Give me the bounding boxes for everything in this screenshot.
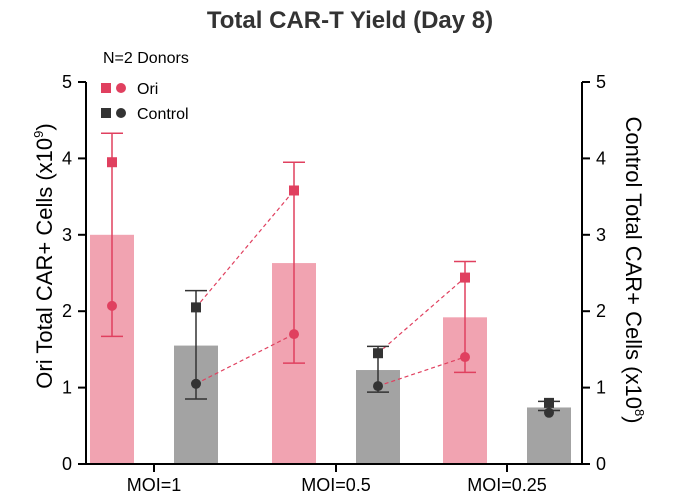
right-tick-label: 0 [596, 454, 606, 474]
left-tick-label: 0 [62, 454, 72, 474]
donor-markers-layer [107, 157, 554, 418]
control-donor-circle-marker [544, 407, 554, 418]
left-tick-label: 2 [62, 301, 72, 321]
chart-title: Total CAR-T Yield (Day 8) [207, 7, 493, 34]
bars-layer [90, 234, 571, 464]
donor-line-square [377, 277, 466, 354]
ori-donor-circle-marker [107, 300, 117, 311]
ori-donor-circle-marker [460, 352, 470, 363]
category-label: MOI=1 [127, 475, 182, 495]
donor-line-circle [195, 333, 295, 385]
left-axis-title: Ori Total CAR+ Cells (x109) [31, 123, 57, 388]
control-donor-square-marker [544, 397, 554, 408]
category-label: MOI=0.25 [467, 475, 547, 495]
right-axis-title-exponent: 8 [632, 409, 647, 416]
legend-ori-square-marker [101, 83, 111, 93]
donor-annotation: N=2 Donors [103, 50, 189, 67]
error-bars-layer [101, 132, 560, 412]
legend: Ori Control [101, 81, 189, 123]
left-tick-label: 1 [62, 378, 72, 398]
right-tick-label: 4 [596, 148, 606, 168]
ori-donor-square-marker [289, 185, 299, 196]
right-tick-label: 2 [596, 301, 606, 321]
legend-ori-label: Ori [137, 81, 158, 98]
left-axis-title-exponent: 9 [31, 131, 46, 138]
legend-control-circle-marker [116, 108, 126, 118]
donor-line-square [195, 190, 295, 308]
ori-donor-square-marker [460, 272, 470, 283]
donor-lines-layer [195, 190, 466, 387]
right-axis-title-close: ) [621, 416, 646, 423]
control-donor-circle-marker [373, 381, 383, 392]
control-donor-circle-marker [191, 378, 201, 389]
left-axis-title-close: ) [32, 123, 57, 130]
left-tick-label: 3 [62, 225, 72, 245]
ori-donor-circle-marker [289, 329, 299, 340]
control-donor-square-marker [373, 348, 383, 359]
right-tick-label: 1 [596, 378, 606, 398]
left-axis-title-text: Ori Total CAR+ Cells (x10 [32, 138, 57, 389]
legend-control-square-marker [101, 108, 111, 118]
control-donor-square-marker [191, 302, 201, 313]
donor-line-circle [377, 356, 466, 387]
right-tick-label: 5 [596, 72, 606, 92]
legend-control-label: Control [137, 106, 189, 123]
left-tick-label: 4 [62, 148, 72, 168]
ori-donor-square-marker [107, 157, 117, 168]
category-label: MOI=0.5 [301, 475, 371, 495]
right-axis-title-text: Control Total CAR+ Cells (x10 [621, 117, 646, 409]
right-tick-label: 3 [596, 225, 606, 245]
ticks-layer: 0 0 1 1 2 2 3 3 4 4 5 5 [62, 72, 606, 474]
legend-ori-circle-marker [116, 83, 126, 93]
category-labels: MOI=1 MOI=0.5 MOI=0.25 [127, 464, 547, 495]
left-tick-label: 5 [62, 72, 72, 92]
right-axis-title: Control Total CAR+ Cells (x108) [621, 117, 647, 424]
